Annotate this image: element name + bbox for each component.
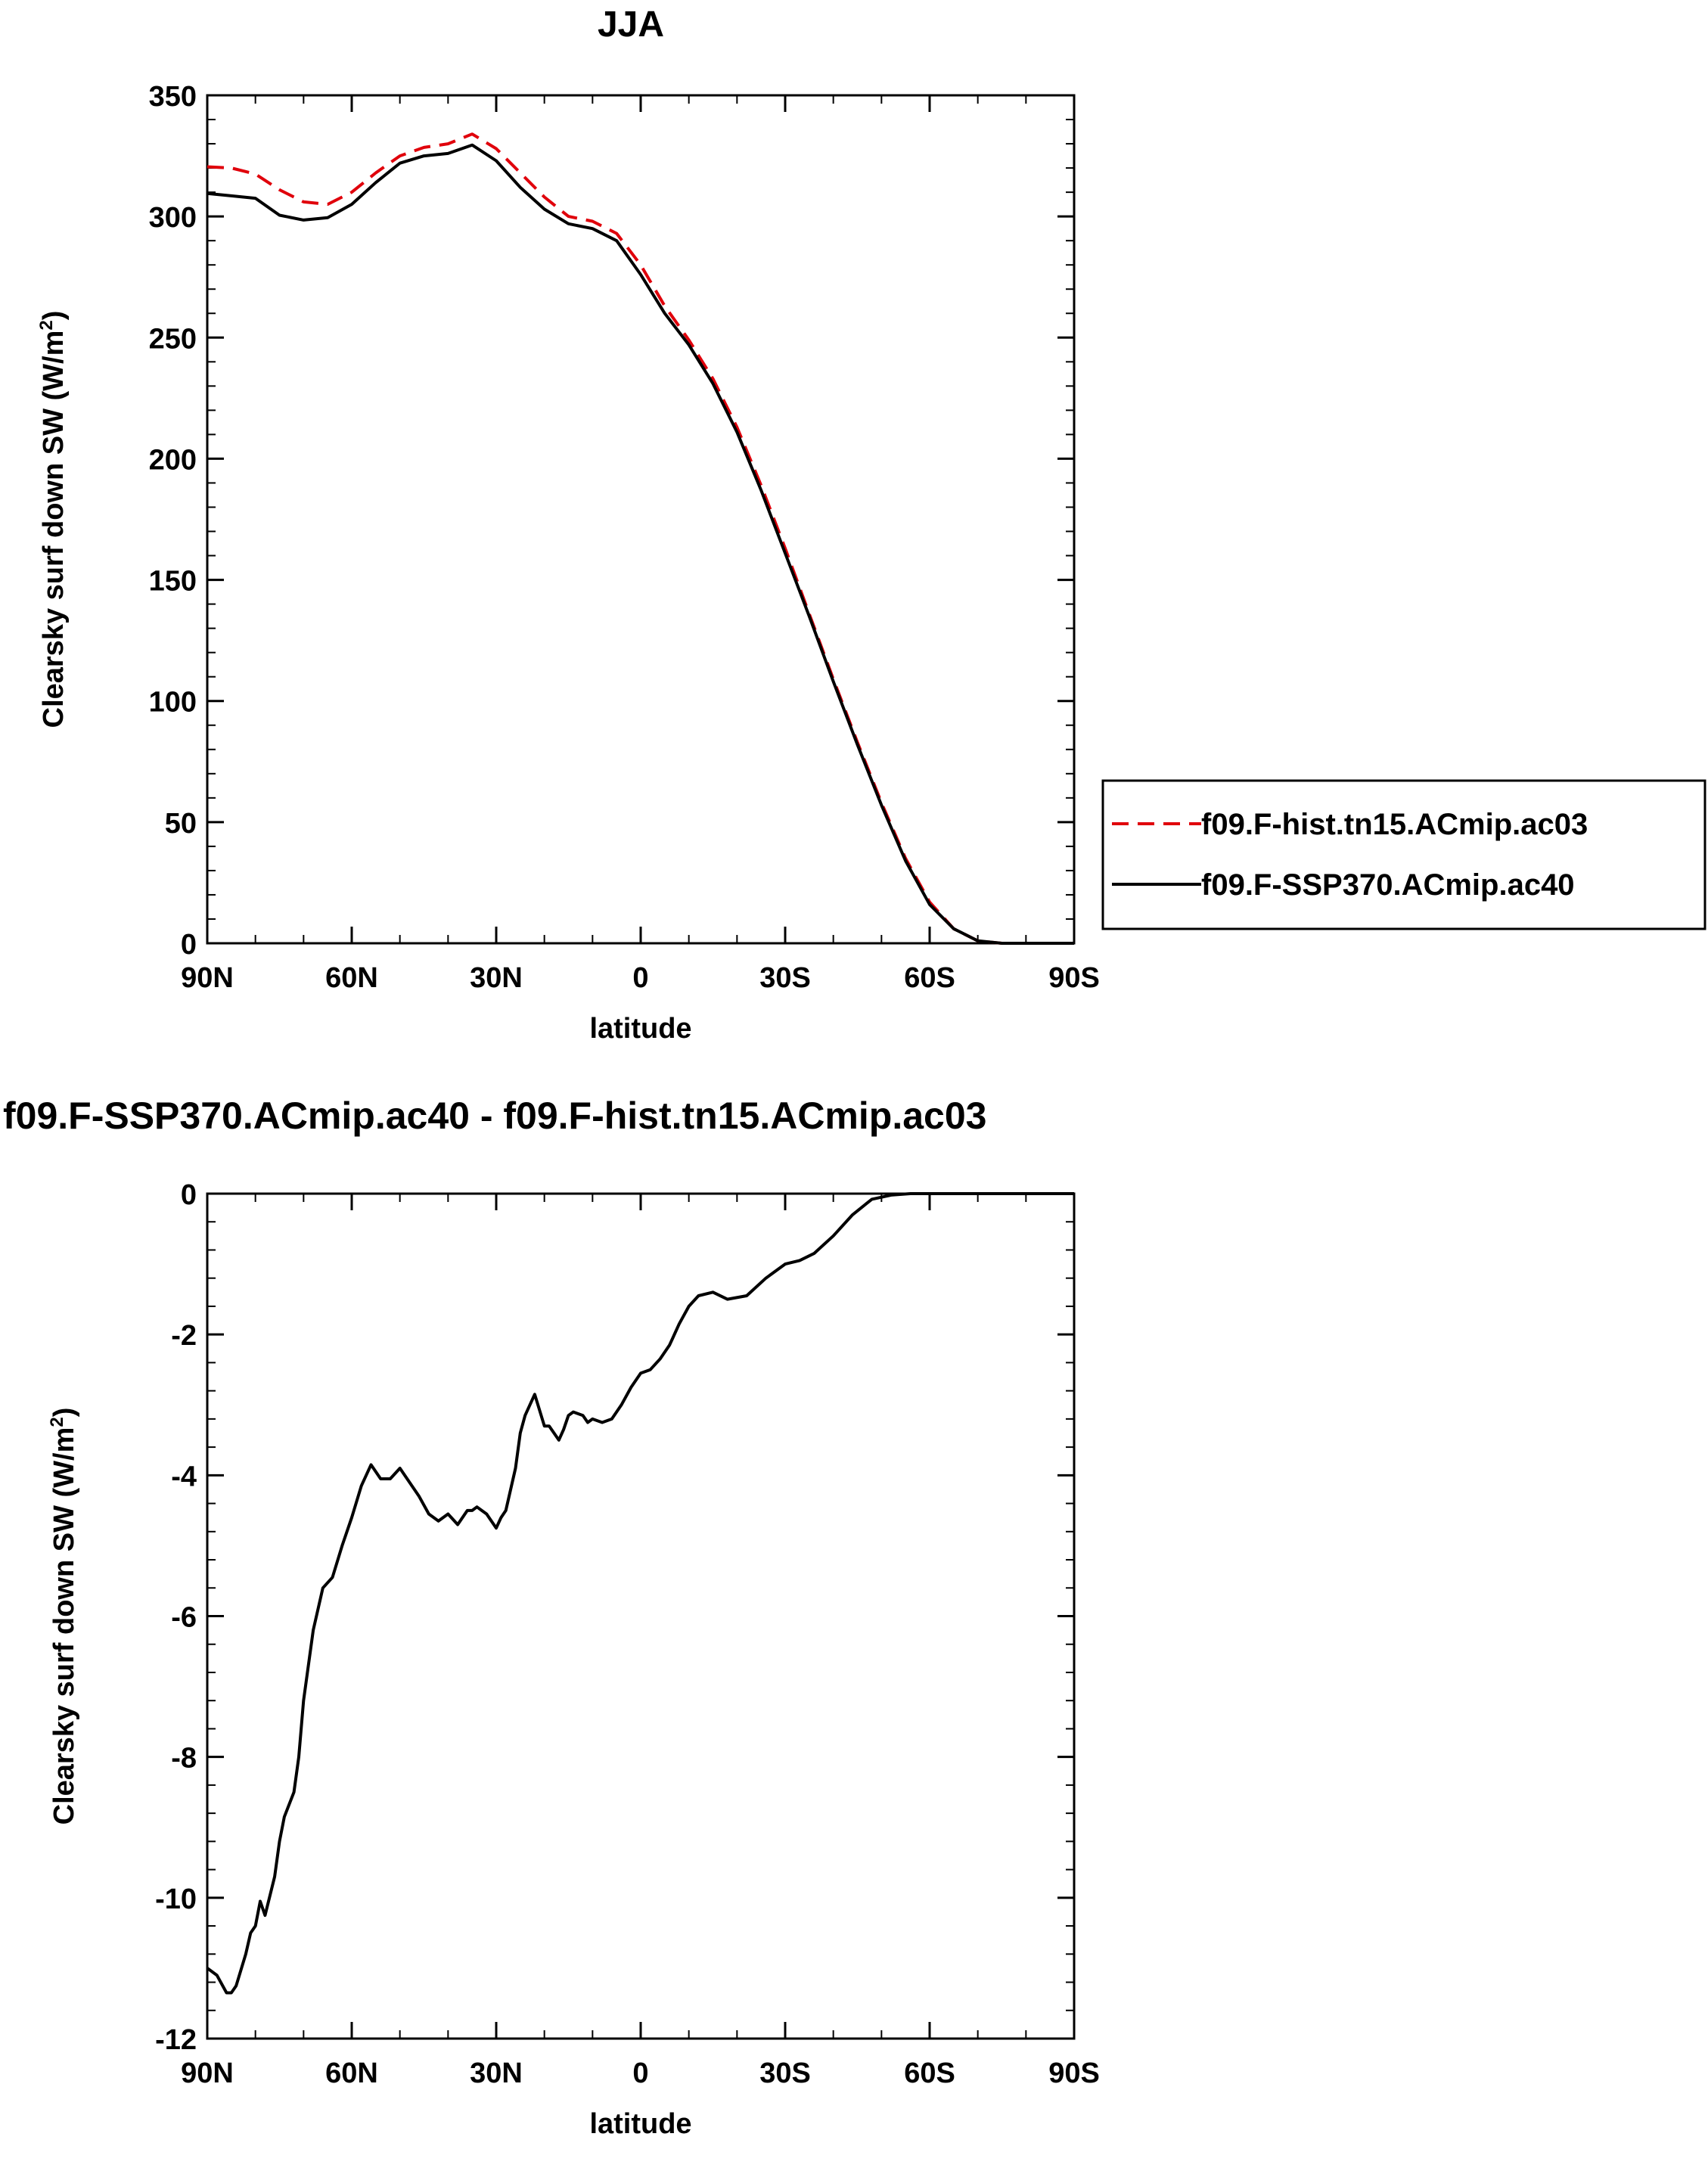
x-tick-label: 60S <box>904 962 955 994</box>
series-line <box>207 143 1074 945</box>
top-panel: JJA 0 50 100 150 200 250 300 350 90N 60N 30N 0 30S 60S… <box>36 5 1706 1045</box>
y-tick-label: 0 <box>181 929 197 961</box>
y-tick-label: -4 <box>171 1461 197 1492</box>
y-tick-label: -12 <box>155 2024 197 2056</box>
y-tick-label: -2 <box>171 1320 197 1352</box>
y-tick-label: 350 <box>149 81 197 113</box>
plot-frame <box>206 1192 1076 2040</box>
y-tick-label: 150 <box>149 566 197 598</box>
y-tick-label: -6 <box>171 1602 197 1634</box>
x-tick-label: 0 <box>632 962 648 994</box>
x-tick-label: 0 <box>632 2057 648 2089</box>
x-tick-label: 60N <box>325 2057 378 2089</box>
x-tick-label: 60N <box>325 962 378 994</box>
x-tick-label: 30N <box>470 962 523 994</box>
y-tick-label: 300 <box>149 202 197 234</box>
x-tick-label: 90S <box>1048 2057 1100 2089</box>
bottom-panel: f09.F-SSP370.ACmip.ac40 - f09.F-hist.tn1… <box>3 1095 1100 2140</box>
x-tick-label: 90N <box>181 962 234 994</box>
x-axis-label: latitude <box>589 1013 691 1045</box>
y-tick-label: -8 <box>171 1743 197 1775</box>
y-tick-label: 250 <box>149 323 197 355</box>
y-axis-label: Clearsky surf down SW (W/m2) <box>47 1408 80 1825</box>
x-tick-label: 60S <box>904 2057 955 2089</box>
legend-label: f09.F-SSP370.ACmip.ac40 <box>1201 868 1575 902</box>
y-tick-label: -10 <box>155 1884 197 1915</box>
plot-frame <box>206 94 1076 945</box>
chart-title: f09.F-SSP370.ACmip.ac40 - f09.F-hist.tn1… <box>3 1095 986 1137</box>
series-line <box>207 132 1074 945</box>
legend-box <box>1101 779 1706 930</box>
x-tick-label: 30S <box>759 2057 811 2089</box>
y-tick-label: 100 <box>149 687 197 719</box>
y-tick-label: 200 <box>149 444 197 476</box>
legend: f09.F-hist.tn15.ACmip.ac03 f09.F-SSP370.A… <box>1101 779 1706 930</box>
x-tick-label: 30N <box>470 2057 523 2089</box>
y-tick-label: 50 <box>165 808 197 840</box>
y-tick-label: 0 <box>181 1179 197 1211</box>
legend-label: f09.F-hist.tn15.ACmip.ac03 <box>1201 808 1588 841</box>
x-tick-label: 90S <box>1048 962 1100 994</box>
y-axis-label: Clearsky surf down SW (W/m2) <box>36 311 70 728</box>
x-tick-label: 30S <box>759 962 811 994</box>
x-axis-label: latitude <box>589 2108 691 2140</box>
x-tick-label: 90N <box>181 2057 234 2089</box>
chart-title: JJA <box>598 5 664 45</box>
series-line <box>206 1192 1074 1995</box>
